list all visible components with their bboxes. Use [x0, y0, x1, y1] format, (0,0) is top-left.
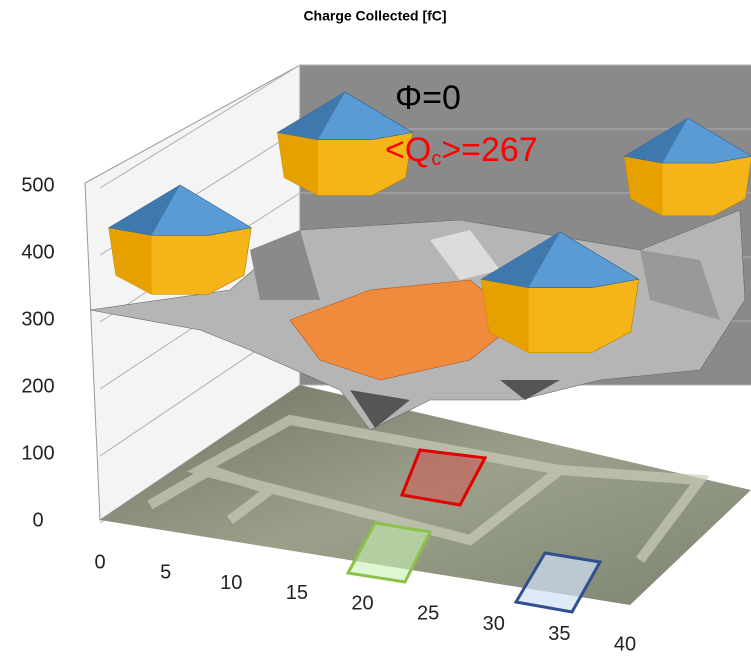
x-tick-label: 15 [286, 582, 308, 604]
x-tick-label: 25 [417, 603, 439, 625]
x-tick-label: 5 [160, 562, 171, 584]
x-tick-label: 30 [483, 613, 505, 635]
z-tick-label: 100 [21, 442, 54, 464]
chart: Charge Collected [fC] Φ=0 <Qc>=267 01002… [0, 0, 751, 660]
x-tick-label: 40 [614, 633, 636, 655]
z-tick-label: 400 [21, 241, 54, 263]
x-tick-label: 0 [94, 551, 105, 573]
annotation-part: <Q [385, 131, 431, 169]
annotation-sub: c [431, 148, 441, 170]
annotation-part: >=267 [441, 131, 537, 169]
x-tick-label: 10 [220, 572, 242, 594]
chart-title: Charge Collected [fC] [303, 8, 446, 24]
x-tick-label: 20 [351, 592, 373, 614]
x-tick-label: 35 [548, 623, 570, 645]
z-tick-label: 500 [21, 174, 54, 196]
z-tick-label: 300 [21, 308, 54, 330]
z-tick-label: 200 [21, 375, 54, 397]
annotation: <Qc>=267 [385, 131, 538, 170]
annotation: Φ=0 [395, 79, 461, 117]
z-tick-label: 0 [32, 509, 43, 531]
